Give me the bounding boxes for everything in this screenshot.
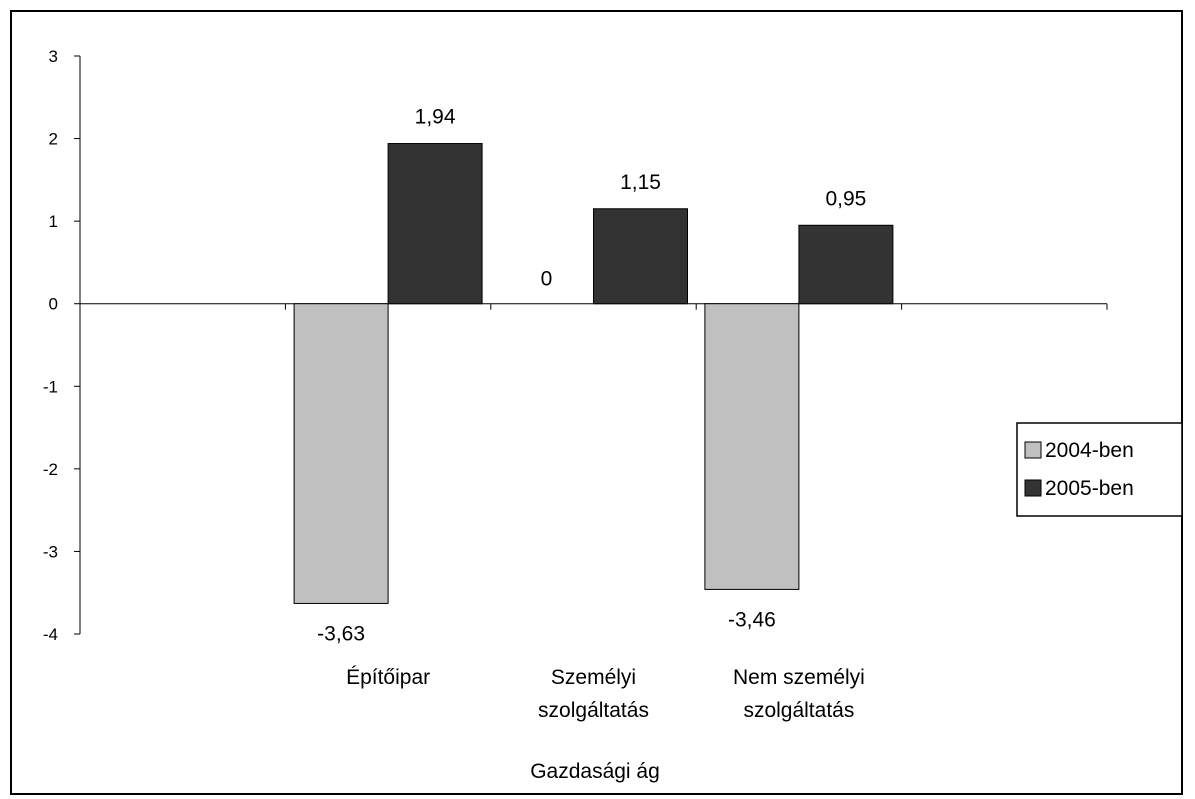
category-label: szolgáltatás bbox=[743, 699, 854, 722]
category-label: szolgáltatás bbox=[538, 699, 649, 722]
bar bbox=[293, 303, 389, 604]
y-tick-label: 2 bbox=[49, 130, 58, 149]
data-label: 0,95 bbox=[825, 187, 866, 210]
data-label: 1,15 bbox=[620, 171, 661, 194]
bar bbox=[593, 208, 688, 305]
legend-swatch bbox=[1024, 441, 1042, 459]
chart-frame bbox=[10, 10, 1183, 795]
chart-labels: -3,63 1,94 Építőipar 0 1,15 Személyi szolgálta… bbox=[317, 106, 866, 722]
legend-swatch bbox=[1024, 479, 1042, 497]
chart-axes: 3 2 1 0 -1 -2 -3 -4 bbox=[43, 47, 1108, 644]
y-tick-label: 3 bbox=[49, 47, 58, 66]
y-tick-label: -1 bbox=[43, 377, 58, 396]
category-label: Személyi bbox=[551, 666, 636, 689]
legend-label: 2005-ben bbox=[1045, 477, 1134, 500]
data-label: -3,63 bbox=[317, 622, 365, 645]
category-label: Nem személyi bbox=[733, 666, 865, 689]
y-tick-label: 1 bbox=[49, 212, 58, 231]
bar bbox=[704, 303, 800, 590]
legend: 2004-ben 2005-ben bbox=[1016, 422, 1183, 517]
y-tick-label: 0 bbox=[49, 295, 58, 314]
x-axis-title: Gazdasági ág bbox=[530, 760, 660, 783]
y-tick-label: -3 bbox=[43, 542, 58, 561]
data-label: -3,46 bbox=[728, 608, 776, 631]
bar bbox=[387, 143, 483, 305]
chart-bars bbox=[293, 143, 894, 604]
data-label: 0 bbox=[541, 268, 553, 291]
legend-box bbox=[1016, 422, 1183, 517]
bar bbox=[798, 224, 894, 305]
data-label: 1,94 bbox=[415, 106, 456, 129]
y-tick-label: -4 bbox=[43, 625, 58, 644]
legend-label: 2004-ben bbox=[1045, 439, 1134, 462]
category-label: Építőipar bbox=[346, 666, 430, 689]
y-tick-label: -2 bbox=[43, 460, 58, 479]
